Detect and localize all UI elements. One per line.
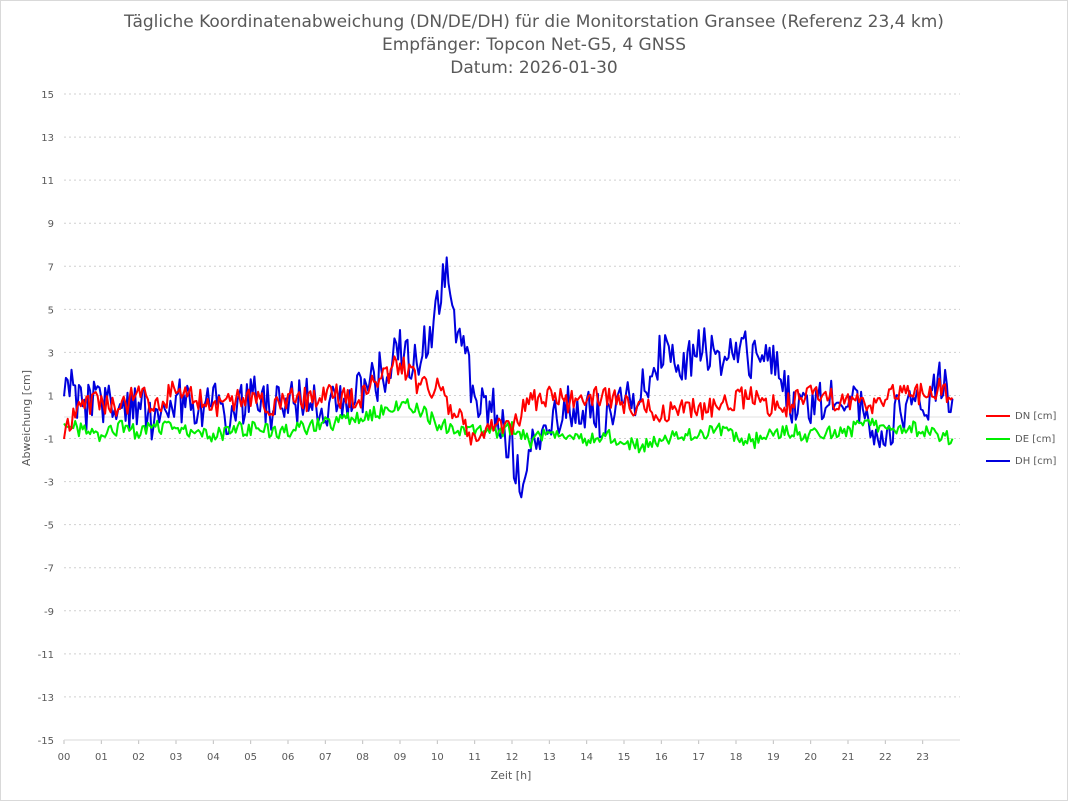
y-tick-label: 5 <box>48 305 54 316</box>
x-tick-label: 19 <box>767 752 780 763</box>
legend-item-de: DE [cm] <box>986 434 1055 445</box>
x-tick-label: 05 <box>244 752 257 763</box>
y-tick-label: 1 <box>48 391 54 402</box>
y-tick-label: -11 <box>38 650 54 661</box>
x-tick-labels: 00 01 02 03 04 05 06 07 08 09 10 11 12 13 14 15 16 17 18 19… <box>58 740 929 763</box>
y-tick-label: -3 <box>44 478 54 489</box>
y-tick-label: 3 <box>48 348 54 359</box>
x-tick-label: 16 <box>655 752 668 763</box>
x-tick-label: 22 <box>879 752 892 763</box>
y-tick-label: -15 <box>38 736 54 747</box>
x-tick-label: 23 <box>916 752 929 763</box>
x-tick-label: 08 <box>356 752 369 763</box>
legend-label-de: DE [cm] <box>1015 434 1056 445</box>
legend-swatch-dh <box>986 460 1010 462</box>
x-tick-label: 11 <box>468 752 481 763</box>
x-tick-label: 21 <box>842 752 855 763</box>
y-tick-label: 7 <box>48 262 54 273</box>
y-tick-label: 9 <box>48 219 54 230</box>
y-tick-label: -9 <box>44 607 54 618</box>
y-tick-label: 13 <box>41 133 54 144</box>
series-lines <box>63 256 954 499</box>
x-tick-label: 13 <box>543 752 556 763</box>
x-tick-label: 15 <box>618 752 631 763</box>
x-tick-label: 18 <box>730 752 743 763</box>
y-tick-label: -5 <box>44 521 54 532</box>
series-line-dn <box>63 355 954 446</box>
x-tick-label: 07 <box>319 752 332 763</box>
x-tick-label: 14 <box>580 752 593 763</box>
x-tick-label: 12 <box>506 752 519 763</box>
chart-title-line-1: Tägliche Koordinatenabweichung (DN/DE/DH… <box>124 12 944 32</box>
chart-title-line-2: Empfänger: Topcon Net-G5, 4 GNSS <box>381 35 687 55</box>
x-axis-label: Zeit [h] <box>491 769 532 782</box>
y-tick-label: -7 <box>44 564 54 575</box>
chart-title-line-3: Datum: 2026-01-30 <box>450 58 618 78</box>
y-axis-label: Abweichung [cm] <box>20 370 33 466</box>
series-line-dh <box>63 256 954 499</box>
x-tick-label: 01 <box>95 752 108 763</box>
x-tick-label: 09 <box>394 752 407 763</box>
legend-swatch-de <box>986 438 1010 440</box>
x-tick-label: 04 <box>207 752 220 763</box>
x-tick-label: 06 <box>282 752 295 763</box>
x-tick-label: 17 <box>692 752 705 763</box>
y-tick-label: 15 <box>41 90 54 101</box>
x-tick-label: 03 <box>170 752 183 763</box>
x-tick-label: 10 <box>431 752 444 763</box>
legend-label-dh: DH [cm] <box>1015 456 1057 467</box>
x-tick-label: 02 <box>132 752 145 763</box>
gridlines <box>64 93 960 698</box>
legend-item-dh: DH [cm] <box>986 456 1056 467</box>
legend-item-dn: DN [cm] <box>986 411 1056 422</box>
y-tick-label: -13 <box>38 693 54 704</box>
y-tick-labels: 15 13 11 9 7 5 3 1 -1 -3 -5 -7 -9 -11 -13 -15 <box>38 90 54 747</box>
legend-label-dn: DN [cm] <box>1015 411 1057 422</box>
x-tick-label: 00 <box>58 752 71 763</box>
y-tick-label: -1 <box>44 435 54 446</box>
x-tick-label: 20 <box>804 752 817 763</box>
legend-swatch-dn <box>986 415 1010 417</box>
y-tick-label: 11 <box>41 176 54 187</box>
